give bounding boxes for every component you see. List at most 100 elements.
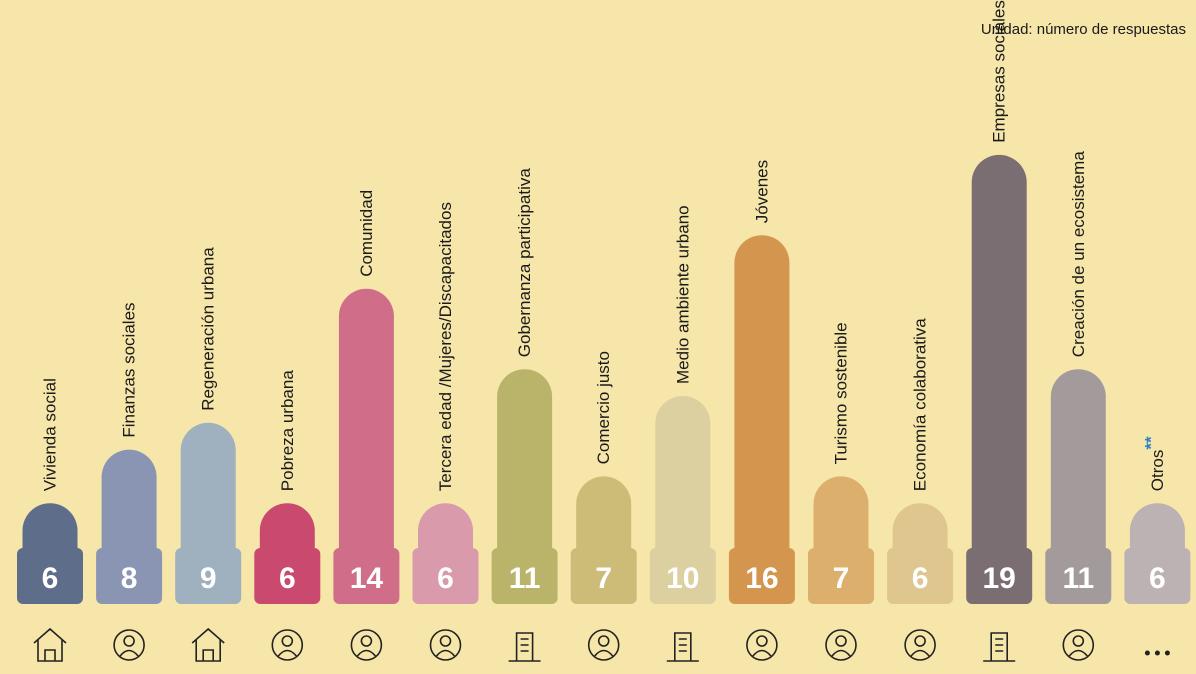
icon [825, 629, 857, 661]
category-label: Regeneración urbana [199, 247, 218, 411]
bar-base [333, 548, 400, 604]
category-label: Turismo sostenible [831, 322, 850, 464]
shape [429, 629, 462, 661]
category-label: Economía colaborativa [911, 318, 930, 491]
bar [971, 154, 1027, 605]
shape [825, 629, 857, 661]
icon [508, 632, 541, 662]
category-label: Jóvenes [752, 160, 771, 223]
dot [1164, 650, 1170, 656]
bar [338, 288, 394, 604]
shape [281, 635, 294, 647]
shape [508, 632, 541, 662]
shape [914, 635, 926, 647]
bar-base [412, 548, 479, 604]
category-label: Tercera edad /Mujeres/Discapacitados [436, 202, 455, 491]
bar-base [175, 548, 242, 604]
value-label: 6 [1149, 562, 1166, 595]
icon [666, 632, 699, 662]
category-label: Comunidad [357, 190, 376, 277]
chart-subtitle: Unidad: número de respuestas [981, 21, 1186, 38]
shape [835, 635, 847, 647]
dot [1144, 650, 1150, 656]
bar [734, 235, 790, 604]
category-label: Gobernanza participativa [515, 168, 534, 358]
shape [831, 649, 851, 657]
shape [439, 635, 452, 647]
value-label: 7 [833, 562, 850, 595]
bar-base [649, 548, 716, 604]
shape [746, 629, 778, 661]
shape [756, 635, 768, 647]
value-label: 6 [437, 562, 454, 595]
category-label: Empresas sociales/cooperativas [990, 0, 1009, 143]
icon [983, 632, 1016, 662]
category-label: Otros** [1142, 436, 1167, 491]
shape [1072, 635, 1085, 647]
value-label: 11 [1062, 562, 1094, 595]
icon [1144, 650, 1170, 656]
shape [597, 635, 610, 647]
bar [1050, 369, 1106, 604]
category-label: Finanzas sociales [120, 302, 139, 437]
shape [666, 632, 699, 662]
icon [33, 627, 67, 662]
bar-base [728, 548, 795, 604]
icon [191, 627, 225, 662]
shape [350, 629, 383, 661]
value-label: 8 [121, 562, 138, 595]
value-label: 6 [912, 562, 929, 595]
shape [594, 649, 614, 657]
value-label: 7 [595, 562, 612, 595]
shape [356, 649, 377, 657]
bar-base [570, 548, 637, 604]
value-label: 6 [279, 562, 296, 595]
shape [33, 627, 67, 662]
shape [271, 629, 304, 661]
value-label: 10 [666, 562, 699, 595]
icon [113, 629, 145, 661]
icon [904, 629, 936, 661]
bar [497, 369, 553, 604]
bar-base [808, 548, 874, 604]
shape [360, 635, 373, 647]
icon [350, 629, 383, 661]
category-label: Creación de un ecosistema [1069, 151, 1088, 358]
category-label: Comercio justo [594, 351, 613, 464]
icons [33, 627, 1170, 662]
value-label: 14 [350, 562, 384, 595]
category-label: Medio ambiente urbano [673, 205, 692, 384]
footnote-mark: ** [1142, 436, 1161, 450]
bar-base [491, 548, 558, 604]
shape [752, 649, 772, 657]
bar-base [254, 548, 321, 604]
bar-base [966, 548, 1033, 604]
shape [113, 629, 145, 661]
shape [983, 632, 1016, 662]
bar-base [17, 548, 83, 604]
icon [1062, 629, 1095, 661]
value-label: 16 [745, 562, 778, 595]
shape [435, 649, 456, 657]
bar-base [96, 548, 163, 604]
shape [191, 627, 225, 662]
shape [123, 635, 135, 647]
bar-base [1124, 548, 1191, 604]
category-label: Pobreza urbana [278, 370, 297, 492]
bar-base [887, 548, 954, 604]
shape [587, 629, 620, 661]
shape [277, 649, 297, 657]
shape [1068, 649, 1088, 657]
shape [910, 649, 930, 657]
value-label: 19 [983, 562, 1016, 595]
dot [1154, 650, 1160, 656]
value-label: 9 [200, 562, 217, 595]
bar-base [1045, 548, 1112, 604]
icon [429, 629, 462, 661]
icon [587, 629, 620, 661]
category-label: Vivienda social [40, 378, 59, 491]
icon [271, 629, 304, 661]
shape [119, 649, 139, 657]
shape [1062, 629, 1095, 661]
